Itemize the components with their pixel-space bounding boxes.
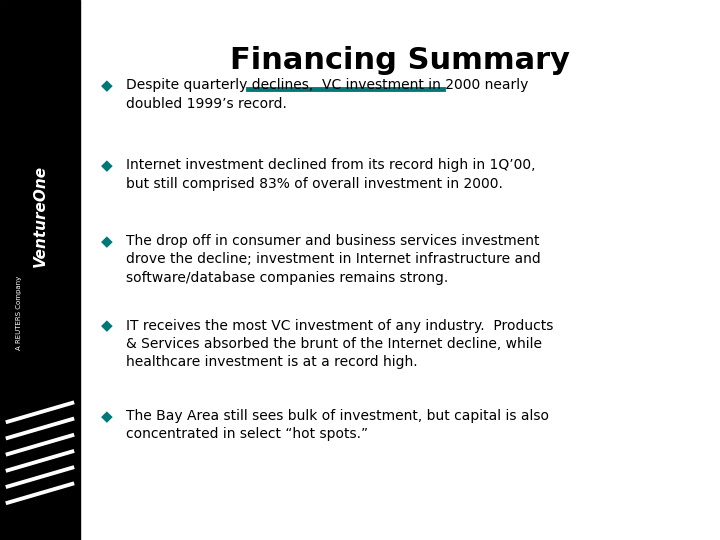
Text: Internet investment declined from its record high in 1Q’00,
but still comprised : Internet investment declined from its re… [126, 158, 536, 191]
Text: A REUTERS Company: A REUTERS Company [17, 276, 22, 350]
Text: ◆: ◆ [101, 319, 112, 334]
Text: ◆: ◆ [101, 158, 112, 173]
Text: ◆: ◆ [101, 234, 112, 249]
Text: ◆: ◆ [101, 78, 112, 93]
Text: IT receives the most VC investment of any industry.  Products
& Services absorbe: IT receives the most VC investment of an… [126, 319, 554, 369]
Text: ◆: ◆ [101, 409, 112, 424]
Text: The drop off in consumer and business services investment
drove the decline; inv: The drop off in consumer and business se… [126, 234, 541, 285]
Text: VentureOne: VentureOne [33, 165, 48, 267]
Text: The Bay Area still sees bulk of investment, but capital is also
concentrated in : The Bay Area still sees bulk of investme… [126, 409, 549, 441]
Text: Financing Summary: Financing Summary [230, 46, 570, 75]
Text: Despite quarterly declines,  VC investment in 2000 nearly
doubled 1999’s record.: Despite quarterly declines, VC investmen… [126, 78, 528, 111]
